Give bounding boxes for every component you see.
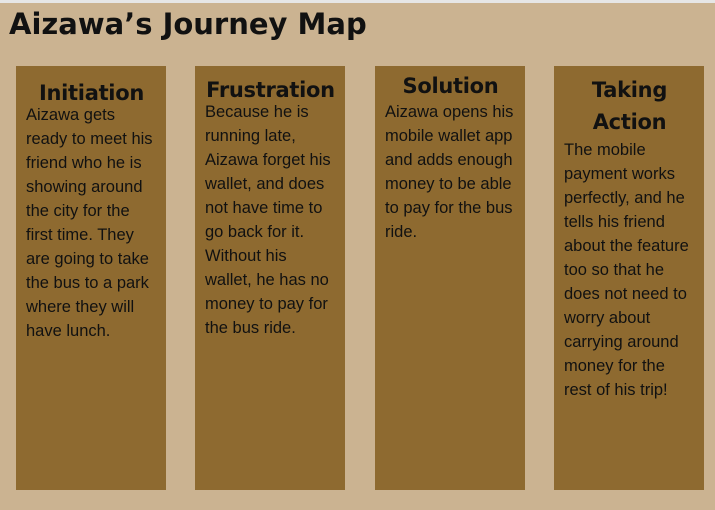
stage-heading: Taking Action	[591, 78, 668, 134]
page-title: Aizawa’s Journey Map	[9, 7, 367, 41]
stage-heading: Frustration	[206, 78, 335, 102]
stage-description: Aizawa gets ready to meet his friend who…	[26, 106, 153, 340]
stage-description: The mobile payment works perfectly, and …	[564, 141, 689, 399]
stage-description: Aizawa opens his mobile wallet app and a…	[385, 103, 514, 241]
stage-description: Because he is running late, Aizawa forge…	[205, 103, 331, 337]
stage-card-taking-action: Taking Action The mobile payment works p…	[554, 66, 704, 490]
top-strip	[0, 0, 715, 3]
stage-heading: Solution	[402, 74, 499, 98]
stage-card-frustration: Frustration Because he is running late, …	[195, 66, 345, 490]
stage-heading: Initiation	[39, 81, 144, 105]
stage-card-solution: Solution Aizawa opens his mobile wallet …	[375, 66, 525, 490]
stage-card-initiation: Initiation Aizawa gets ready to meet his…	[16, 66, 166, 490]
